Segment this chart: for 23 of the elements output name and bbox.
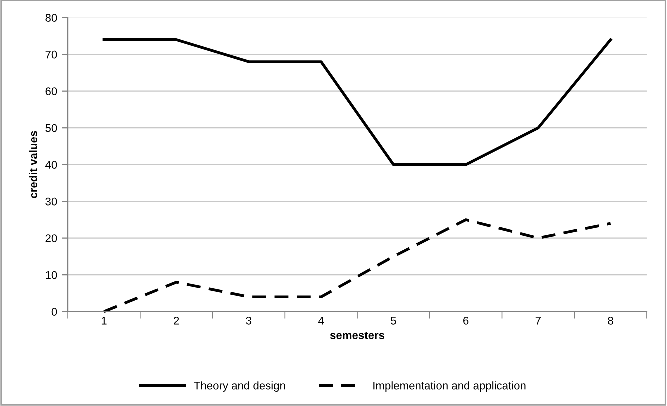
y-tick-label: 70 (46, 50, 58, 59)
x-axis-title: semesters (330, 332, 385, 340)
y-axis-title: credit values (29, 131, 38, 198)
legend-label: Implementation and application (374, 382, 526, 392)
line-series (102, 38, 612, 166)
y-tick-label: 0 (52, 308, 58, 316)
y-tick-label: 10 (46, 271, 58, 280)
x-tick-label: 4 (318, 317, 324, 325)
y-tick-label: 50 (46, 124, 58, 132)
x-tick-label: 5 (391, 317, 396, 325)
x-tick-label: 3 (246, 316, 252, 325)
y-tick-label: 60 (46, 88, 58, 96)
y-tick-label: 20 (46, 234, 58, 242)
x-tick-label: 2 (174, 316, 180, 325)
y-tick-label: 80 (46, 14, 58, 22)
legend-label: Theory and design (194, 382, 286, 392)
line-series (102, 218, 612, 314)
x-tick-label: 7 (536, 317, 541, 325)
x-tick-label: 6 (464, 316, 469, 325)
y-tick-label: 40 (46, 161, 58, 169)
x-tick-label: 8 (608, 316, 614, 325)
y-tick-label: 30 (46, 198, 58, 206)
x-tick-label: 1 (102, 317, 107, 325)
